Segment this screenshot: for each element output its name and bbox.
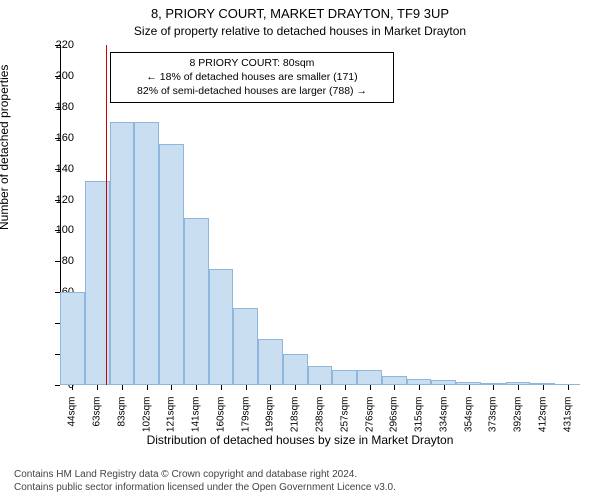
x-tick-mark: [171, 385, 172, 390]
x-tick-mark: [543, 385, 544, 390]
x-tick-mark: [394, 385, 395, 390]
chart-title: 8, PRIORY COURT, MARKET DRAYTON, TF9 3UP: [0, 6, 600, 21]
marker-line: [106, 45, 107, 385]
x-tick-mark: [345, 385, 346, 390]
bar: [209, 269, 234, 385]
bar: [184, 218, 209, 385]
callout-line3: 82% of semi-detached houses are larger (…: [117, 84, 387, 98]
x-tick-mark: [493, 385, 494, 390]
attribution-line1: Contains HM Land Registry data © Crown c…: [14, 468, 396, 481]
x-tick-mark: [97, 385, 98, 390]
x-tick-mark: [246, 385, 247, 390]
x-tick-mark: [370, 385, 371, 390]
x-tick-mark: [72, 385, 73, 390]
x-axis-label: Distribution of detached houses by size …: [0, 433, 600, 447]
x-tick-mark: [270, 385, 271, 390]
callout-line2: ← 18% of detached houses are smaller (17…: [117, 70, 387, 84]
attribution-line2: Contains public sector information licen…: [14, 481, 396, 494]
chart-container: 8, PRIORY COURT, MARKET DRAYTON, TF9 3UP…: [0, 0, 600, 500]
attribution-block: Contains HM Land Registry data © Crown c…: [14, 468, 396, 494]
bar: [357, 370, 382, 385]
x-tick-mark: [568, 385, 569, 390]
bar: [382, 376, 407, 385]
chart-subtitle: Size of property relative to detached ho…: [0, 24, 600, 38]
bar: [233, 308, 258, 385]
x-tick-mark: [122, 385, 123, 390]
x-tick-mark: [518, 385, 519, 390]
callout-box: 8 PRIORY COURT: 80sqm ← 18% of detached …: [110, 52, 394, 103]
bar: [308, 366, 333, 385]
y-axis-label: Number of detached properties: [0, 65, 11, 230]
x-tick-mark: [147, 385, 148, 390]
x-tick-mark: [221, 385, 222, 390]
bar: [332, 370, 357, 385]
bar: [60, 292, 85, 385]
callout-line1: 8 PRIORY COURT: 80sqm: [117, 56, 387, 70]
bar: [134, 122, 159, 385]
y-tick-mark: [55, 385, 60, 386]
x-tick-mark: [295, 385, 296, 390]
bar: [159, 144, 184, 385]
bar: [258, 339, 283, 385]
x-tick-mark: [419, 385, 420, 390]
bar: [283, 354, 308, 385]
x-tick-mark: [444, 385, 445, 390]
x-tick-mark: [196, 385, 197, 390]
bar: [110, 122, 135, 385]
x-tick-mark: [320, 385, 321, 390]
x-tick-mark: [469, 385, 470, 390]
